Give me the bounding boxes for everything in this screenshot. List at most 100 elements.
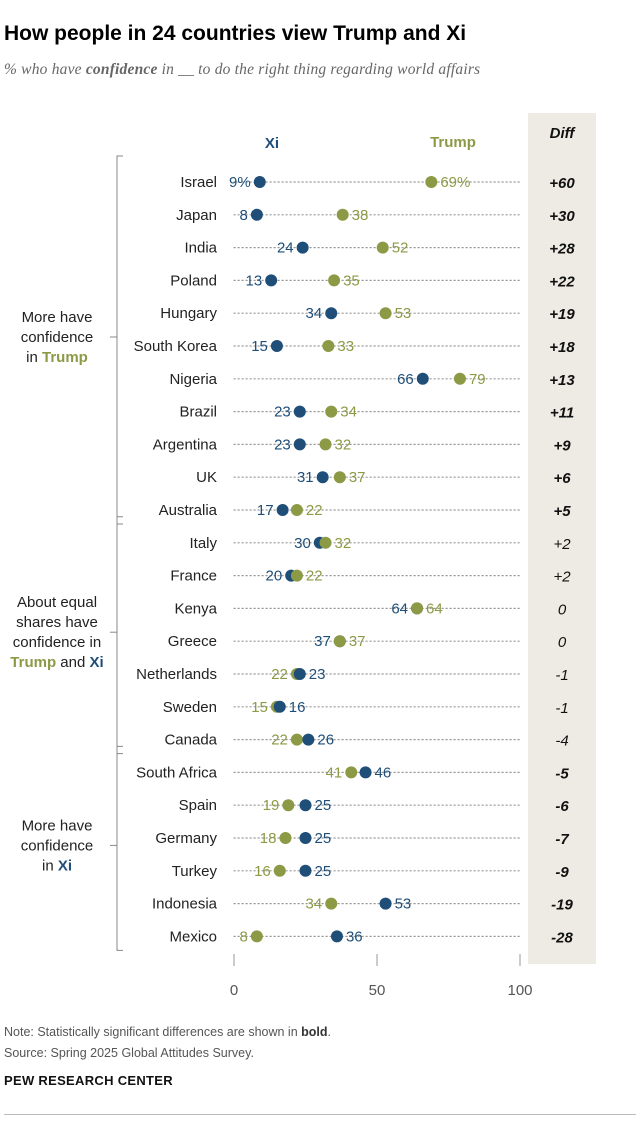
trump-dot [328,274,341,287]
country-label: Poland [170,272,217,289]
country-label: Israel [180,174,217,191]
group-bracket-0: More have confidence in Trump [21,155,123,525]
diff-value: +22 [549,273,575,290]
diff-value: -9 [555,864,569,881]
row-netherlands: Netherlands 22 23 -1 [136,666,569,684]
trump-dot [333,471,346,484]
xi-value-label: 36 [346,928,363,945]
chart-subtitle: % who have confidence in __ to do the ri… [4,61,481,78]
row-south-africa: South Africa 41 46 -5 [136,764,569,782]
bracket-line [116,745,123,951]
trump-value-label: 35 [343,272,360,289]
xi-value-label: 23 [274,404,291,421]
trump-value-label: 15 [251,699,268,716]
trump-dot [453,372,466,385]
xi-value-label: 17 [257,502,274,519]
row-japan: Japan 8 38 +30 [176,207,575,225]
row-turkey: Turkey 16 25 -9 [172,863,570,881]
row-hungary: Hungary 34 53 +19 [160,305,575,323]
trump-dot [319,536,332,549]
diff-value: -28 [551,929,573,946]
country-label: France [170,568,217,585]
row-kenya: Kenya 64 64 0 [174,600,566,618]
group-label-line: About equal [17,594,97,611]
group-label-line: in Trump [26,349,88,366]
xi-value-label: 25 [315,830,332,847]
diff-value: +5 [553,503,571,520]
bracket-line [116,516,123,755]
xi-value-label: 64 [391,600,408,617]
row-india: India 24 52 +28 [184,240,575,258]
diff-header: Diff [550,125,577,142]
country-label: South Korea [134,338,218,355]
xi-value-label: 30 [294,535,311,552]
country-label: Netherlands [136,666,217,683]
country-label: Nigeria [169,371,217,388]
row-italy: Italy 30 32 +2 [189,535,571,553]
xi-dot [276,504,289,516]
group-label-line: More have [22,817,93,834]
country-label: Brazil [179,404,217,421]
pew-logo-text: PEW RESEARCH CENTER [4,1073,173,1088]
row-indonesia: Indonesia 34 53 -19 [152,896,574,914]
diff-value: -1 [555,700,568,717]
trump-dot [325,897,338,910]
trump-value-label: 34 [306,896,323,913]
country-label: Kenya [174,600,217,617]
xi-value-label: 25 [315,863,332,880]
xi-dot [299,864,312,877]
group-label-line: More have [22,309,93,326]
trump-dot [322,340,335,352]
country-label: Canada [164,732,217,749]
country-label: Spain [179,797,217,814]
bracket-line [116,155,123,525]
trump-dot [379,307,392,320]
trump-value-label: 34 [340,404,357,421]
trump-dot [325,405,338,418]
trump-dot [319,438,332,451]
xi-value-label: 23 [274,436,291,453]
diff-value: -5 [555,765,569,782]
row-nigeria: Nigeria 66 79 +13 [169,371,575,389]
trump-value-label: 22 [271,666,288,683]
row-spain: Spain 19 25 -6 [179,797,570,815]
trump-dot [273,864,286,877]
trump-value-label: 37 [349,469,366,486]
row-israel: Israel 9% 69% +60 [180,174,575,192]
diff-value: -4 [555,733,568,750]
row-uk: UK 31 37 +6 [196,469,571,487]
row-poland: Poland 13 35 +22 [170,272,575,290]
diff-value: -6 [555,798,569,815]
xi-dot [253,176,266,188]
trump-value-label: 19 [263,797,280,814]
diff-panel-background [528,113,596,964]
diff-value: +2 [553,569,571,586]
trump-dot [290,733,303,746]
diff-value: +30 [549,208,575,225]
diff-value: -1 [555,667,568,684]
diff-value: +13 [549,372,575,389]
xi-dot [359,766,372,779]
country-label: Italy [189,535,217,552]
trump-dot [290,504,303,516]
x-axis-tick-label: 50 [369,982,386,999]
trump-dot [336,208,349,221]
diff-value: +18 [549,339,575,356]
country-label: Sweden [163,699,217,716]
diff-value: +11 [550,405,574,422]
diff-value: -7 [555,831,569,848]
group-label-line: Trump and Xi [10,654,103,671]
row-argentina: Argentina 23 32 +9 [153,436,571,454]
trump-value-label: 32 [335,436,352,453]
series-header-trump: Trump [430,134,476,151]
diff-value: +6 [553,470,571,487]
xi-value-label: 31 [297,469,314,486]
diff-value: +28 [549,241,575,258]
row-france: France 20 22 +2 [170,568,571,586]
xi-value-label: 34 [306,305,323,322]
trump-value-label: 22 [306,502,323,519]
xi-dot [299,832,312,844]
xi-dot [293,405,306,418]
xi-value-label: 37 [314,633,331,650]
diff-value: +9 [553,437,571,454]
